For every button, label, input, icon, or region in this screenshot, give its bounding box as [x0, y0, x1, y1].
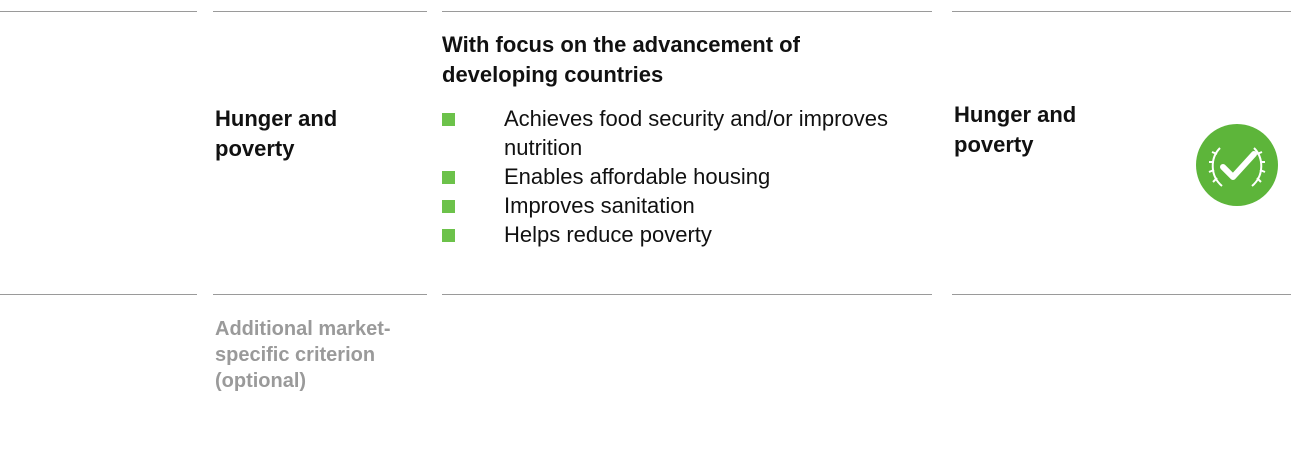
bullet-item: Helps reduce poverty	[442, 220, 922, 249]
green-square-bullet-icon	[442, 229, 455, 242]
bullet-item: Improves sanitation	[442, 191, 922, 220]
top-rule-col4	[952, 11, 1291, 12]
bullet-text: Improves sanitation	[504, 193, 695, 218]
top-rule-col3	[442, 11, 932, 12]
criterion-label: Hunger and poverty	[215, 106, 338, 161]
top-rule-col2	[213, 11, 427, 12]
criteria-bullet-list: Achieves food security and/or improves n…	[442, 104, 922, 249]
check-laurel-icon	[1196, 124, 1278, 206]
green-square-bullet-icon	[442, 200, 455, 213]
optional-criterion-label: Additional market-specific criterion (op…	[215, 318, 391, 392]
mid-rule-col2	[213, 294, 427, 295]
description-heading: With focus on the advancement of develop…	[442, 32, 800, 87]
bullet-item: Enables affordable housing	[442, 162, 922, 191]
bullet-text: Achieves food security and/or improves n…	[504, 106, 888, 160]
bullet-item: Achieves food security and/or improves n…	[442, 104, 922, 162]
bullet-text: Helps reduce poverty	[504, 222, 712, 247]
bullet-text: Enables affordable housing	[504, 164, 771, 189]
mid-rule-col4	[952, 294, 1291, 295]
mid-rule-col1	[0, 294, 197, 295]
green-square-bullet-icon	[442, 171, 455, 184]
mid-rule-col3	[442, 294, 932, 295]
green-square-bullet-icon	[442, 113, 455, 126]
top-rule-col1	[0, 11, 197, 12]
result-label: Hunger and poverty	[954, 102, 1077, 157]
